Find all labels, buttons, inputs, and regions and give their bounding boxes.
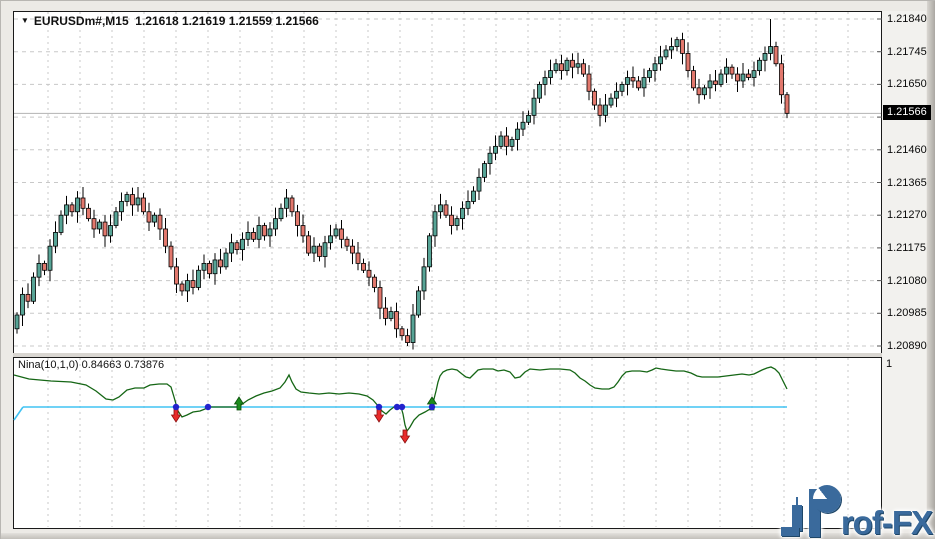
signal-markers [170, 396, 438, 444]
price-axis-label: 1.21460 [887, 143, 927, 156]
window-right-edge [927, 1, 935, 539]
price-axis-label: 1.21745 [887, 45, 927, 58]
price-axis-label: 1.20985 [887, 307, 927, 320]
chart-menu-triangle-icon[interactable]: ▼ [21, 16, 29, 25]
price-axis-label: 1.21365 [887, 176, 927, 189]
candles-layer [14, 19, 790, 350]
prof-fx-logo: rof-FX [780, 485, 933, 539]
logo-candlestick-icon [780, 497, 807, 537]
price-axis-label: 1.21175 [887, 241, 926, 254]
logo-text: rof-FX [840, 503, 933, 539]
indicator-scale-label: 1 [886, 358, 893, 370]
price-axis-label: 1.20890 [887, 340, 927, 352]
ohlc-values: 1.21618 1.21619 1.21559 1.21566 [135, 14, 319, 28]
price-axis-label: 1.21650 [887, 78, 927, 91]
logo-p-icon [808, 485, 841, 537]
window-bottom-edge [1, 533, 935, 539]
price-axis-label: 1.21080 [887, 274, 927, 287]
indicator-label: Nina(10,1,0) 0.84663 0.73876 [18, 359, 165, 371]
price-axis-area [882, 11, 926, 529]
price-axis-label: 1.21840 [887, 13, 927, 25]
panel-splitter[interactable] [13, 353, 882, 357]
price-axis-label: 1.21270 [887, 209, 927, 222]
grid-layer [14, 12, 880, 527]
current-price-tag: 1.21566 [883, 105, 931, 121]
indicator-line [13, 366, 788, 433]
axis-ticks [877, 18, 882, 347]
indicator-panel[interactable] [13, 357, 882, 529]
symbol-period: EURUSDm#,M15 [33, 14, 129, 28]
chart-title: ▼ EURUSDm#,M15 1.21618 1.21619 1.21559 1.… [21, 14, 319, 28]
